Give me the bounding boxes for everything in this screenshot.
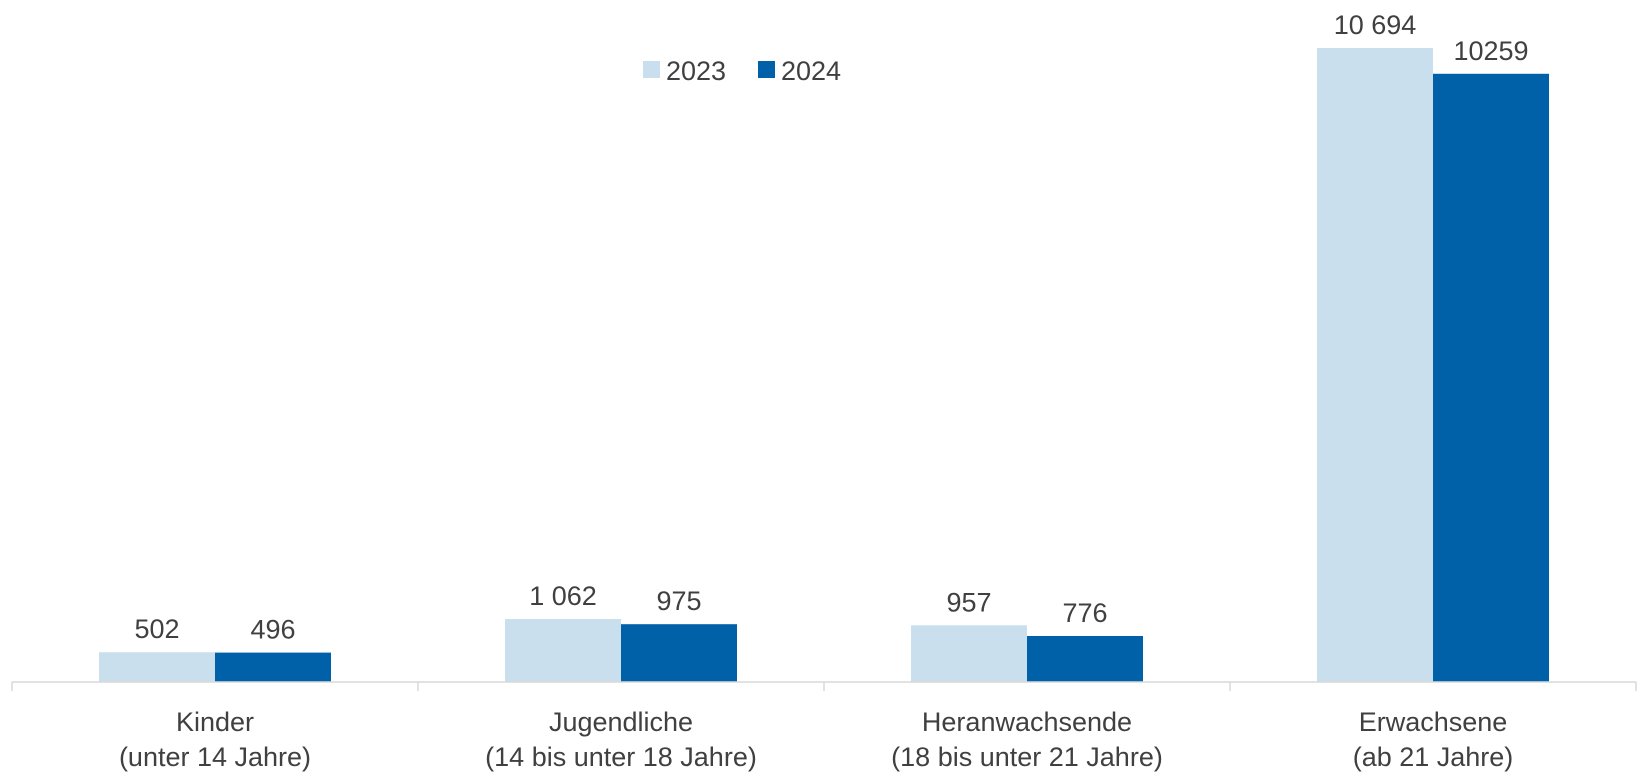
- bar-2023-3: [1317, 47, 1433, 682]
- value-label-2023-0: 502: [134, 614, 179, 644]
- value-label-2024-3: 10259: [1453, 36, 1528, 66]
- value-label-2023-1: 1 062: [529, 581, 597, 611]
- legend-swatch-2023: [643, 61, 660, 78]
- value-label-2024-2: 776: [1062, 598, 1107, 628]
- bar-2023-1: [505, 619, 621, 682]
- bar-2023-0: [99, 652, 215, 682]
- value-label-2023-2: 957: [946, 587, 991, 617]
- x-axis-ticks-group: [11, 682, 1637, 691]
- bar-2024-2: [1027, 635, 1143, 682]
- category-label-line1: Kinder: [176, 707, 254, 737]
- legend-label-2023: 2023: [666, 56, 726, 86]
- legend-swatch-2024: [758, 61, 775, 78]
- category-label-line2: (14 bis unter 18 Jahre): [485, 742, 757, 772]
- category-label-line2: (18 bis unter 21 Jahre): [891, 742, 1163, 772]
- category-label-line1: Jugendliche: [549, 707, 693, 737]
- bar-2023-2: [911, 625, 1027, 682]
- bar-2024-1: [621, 624, 737, 682]
- category-label-line2: (ab 21 Jahre): [1353, 742, 1514, 772]
- category-labels-group: Kinder (unter 14 Jahre) Jugendliche (14 bis…: [119, 707, 1513, 772]
- category-label-line2: (unter 14 Jahre): [119, 742, 311, 772]
- value-label-2024-1: 975: [656, 586, 701, 616]
- bar-2024-3: [1433, 73, 1549, 683]
- legend-label-2024: 2024: [781, 56, 841, 86]
- category-label-line1: Heranwachsende: [922, 707, 1132, 737]
- bars-group: [99, 47, 1549, 683]
- category-label-line1: Erwachsene: [1359, 707, 1508, 737]
- value-label-2024-0: 496: [250, 615, 295, 645]
- value-label-2023-3: 10 694: [1334, 10, 1417, 40]
- legend: 2023 2024: [643, 56, 841, 86]
- bar-2024-0: [215, 652, 331, 682]
- value-labels-group: 502 496 1 062 975 957 776 10 694 10259: [134, 10, 1528, 645]
